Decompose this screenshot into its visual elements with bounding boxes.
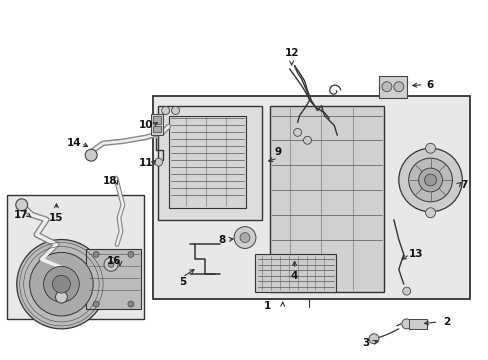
Circle shape [171, 107, 179, 114]
Text: 5: 5 [179, 277, 186, 287]
Text: 16: 16 [106, 256, 121, 266]
Bar [168, 116, 245, 208]
Text: 12: 12 [284, 48, 298, 58]
Text: 9: 9 [274, 147, 281, 157]
Text: 14: 14 [67, 138, 81, 148]
Circle shape [85, 149, 97, 161]
Text: 1: 1 [264, 301, 271, 311]
Circle shape [128, 251, 134, 257]
Circle shape [162, 107, 169, 114]
Circle shape [303, 136, 311, 144]
Circle shape [425, 143, 435, 153]
Circle shape [424, 174, 436, 186]
Circle shape [240, 233, 249, 243]
Text: 17: 17 [13, 210, 28, 220]
Circle shape [293, 129, 301, 136]
Text: 4: 4 [290, 271, 298, 281]
Bar [254, 255, 336, 292]
Circle shape [154, 158, 163, 166]
Text: 7: 7 [460, 180, 467, 190]
Text: 11: 11 [138, 158, 153, 168]
Text: 10: 10 [138, 121, 153, 130]
Bar [152, 96, 469, 299]
Bar [408, 319, 426, 329]
Circle shape [43, 266, 79, 302]
Bar [378, 76, 406, 98]
Bar [7, 195, 143, 319]
Bar [150, 113, 163, 135]
Circle shape [398, 148, 461, 212]
Bar [152, 117, 161, 125]
Circle shape [52, 275, 70, 293]
Circle shape [234, 227, 255, 248]
Circle shape [55, 291, 67, 303]
Text: 8: 8 [218, 234, 225, 244]
Circle shape [425, 208, 435, 218]
Circle shape [108, 261, 114, 267]
Circle shape [368, 334, 378, 344]
Text: 18: 18 [102, 176, 117, 186]
Circle shape [104, 257, 118, 271]
Circle shape [93, 251, 99, 257]
Circle shape [408, 158, 451, 202]
Text: 3: 3 [362, 338, 369, 348]
Text: 15: 15 [49, 213, 63, 223]
Text: 13: 13 [407, 249, 422, 260]
Bar [157, 105, 262, 220]
Circle shape [16, 199, 28, 211]
Circle shape [402, 287, 410, 295]
Circle shape [30, 252, 93, 316]
Circle shape [401, 319, 411, 329]
Bar [269, 105, 383, 292]
Circle shape [93, 301, 99, 307]
Circle shape [418, 168, 442, 192]
Text: 6: 6 [425, 80, 432, 90]
Bar [86, 249, 141, 309]
Text: 2: 2 [442, 317, 449, 327]
Circle shape [381, 82, 391, 92]
Circle shape [128, 301, 134, 307]
Circle shape [393, 82, 403, 92]
Bar [152, 126, 161, 132]
Circle shape [17, 239, 106, 329]
